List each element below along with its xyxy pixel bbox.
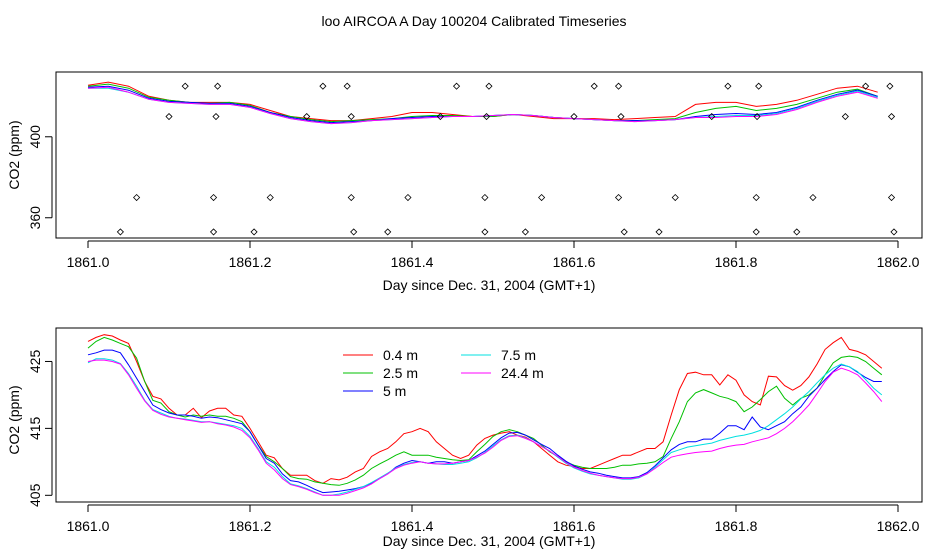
data-point (614, 193, 623, 202)
points-group-top (116, 82, 898, 236)
legend-label: 0.4 m (383, 347, 418, 363)
data-point (436, 112, 444, 121)
data-point (809, 193, 817, 202)
y-tick-label: 360 (27, 206, 43, 230)
data-point (614, 82, 623, 90)
data-point (347, 193, 355, 202)
x-tick-label: 1862.0 (877, 254, 920, 270)
data-point (209, 228, 218, 236)
data-point (212, 112, 220, 121)
data-point (404, 193, 412, 202)
data-point (752, 193, 760, 202)
data-point (655, 228, 663, 236)
y-axis-label-bottom: CO2 (ppm) (6, 385, 22, 454)
chart-title: loo AIRCOA A Day 100204 Calibrated Times… (321, 13, 626, 29)
series-line-7-5-m (87, 358, 883, 496)
x-tick-label: 1861.2 (229, 518, 272, 534)
y-tick-label: 425 (27, 350, 43, 374)
data-point (384, 228, 392, 236)
data-point (452, 82, 461, 90)
data-point (620, 228, 628, 236)
series-line-0-4-m (87, 334, 883, 484)
data-point (485, 82, 493, 90)
data-point (752, 228, 760, 236)
series-group-top (87, 81, 878, 125)
data-point (887, 193, 896, 202)
data-point (481, 193, 489, 202)
data-point (250, 228, 258, 236)
data-point (347, 112, 355, 121)
x-tick-label: 1861.4 (391, 254, 434, 270)
data-point (724, 82, 732, 90)
y-axis-bottom: 405 415 425 (27, 350, 53, 507)
x-tick-label: 1862.0 (877, 518, 920, 534)
data-point (350, 228, 358, 236)
data-point (890, 228, 898, 236)
data-point (570, 112, 578, 121)
x-tick-label: 1861.6 (553, 518, 596, 534)
legend-label: 2.5 m (383, 365, 418, 381)
data-point (303, 112, 311, 121)
panel-top: 1861.0 1861.2 1861.4 1861.6 1861.8 1862.0 360… (6, 71, 923, 293)
plot-frame-bottom (55, 327, 923, 503)
series-group-bottom (87, 334, 883, 496)
legend-label: 7.5 m (501, 347, 536, 363)
x-tick-label: 1861.0 (67, 518, 110, 534)
y-axis-top: 360 400 (27, 125, 53, 230)
data-point (343, 82, 351, 90)
x-tick-label: 1861.4 (391, 518, 434, 534)
x-tick-label: 1861.6 (553, 254, 596, 270)
plot-frame-top (55, 71, 923, 239)
data-point (209, 193, 218, 202)
data-point (133, 193, 141, 202)
x-axis-label-bottom: Day since Dec. 31, 2004 (GMT+1) (383, 533, 596, 549)
y-axis-label-top: CO2 (ppm) (6, 120, 22, 189)
x-axis-label-top: Day since Dec. 31, 2004 (GMT+1) (383, 277, 596, 293)
data-point (887, 112, 896, 121)
data-point (481, 228, 489, 236)
x-tick-label: 1861.8 (715, 254, 758, 270)
data-point (116, 228, 124, 236)
data-point (793, 228, 801, 236)
legend: 0.4 m 2.5 m 5 m 7.5 m 24.4 m (343, 347, 544, 399)
legend-label: 5 m (383, 383, 406, 399)
data-point (617, 112, 625, 121)
data-point (862, 82, 870, 90)
x-tick-label: 1861.8 (715, 518, 758, 534)
series-line-2-5-m (87, 336, 883, 486)
x-axis-top: 1861.0 1861.2 1861.4 1861.6 1861.8 1862.0 (67, 240, 920, 270)
y-tick-label: 405 (27, 483, 43, 507)
data-point (671, 193, 679, 202)
data-point (708, 112, 716, 121)
data-point (538, 193, 546, 202)
y-tick-label: 415 (27, 416, 43, 440)
series-line-24-4-m (87, 359, 883, 496)
series-line-5-m (87, 349, 882, 494)
data-point (165, 112, 173, 121)
x-axis-bottom: 1861.0 1861.2 1861.4 1861.6 1861.8 1862.0 (67, 504, 920, 534)
panel-bottom: 1861.0 1861.2 1861.4 1861.6 1861.8 1862.0 405… (6, 327, 923, 549)
data-point (590, 82, 598, 90)
data-point (841, 112, 849, 121)
data-point (482, 112, 491, 121)
legend-label: 24.4 m (501, 365, 544, 381)
x-tick-label: 1861.0 (67, 254, 110, 270)
data-point (755, 82, 763, 90)
data-point (319, 82, 327, 90)
series-line-24-4-m (87, 86, 878, 125)
data-point (753, 112, 761, 121)
data-point (521, 228, 529, 236)
y-tick-label: 400 (27, 125, 43, 149)
data-point (886, 82, 894, 90)
x-tick-label: 1861.2 (229, 254, 272, 270)
data-point (181, 82, 189, 90)
data-point (214, 82, 222, 90)
data-point (266, 193, 274, 202)
